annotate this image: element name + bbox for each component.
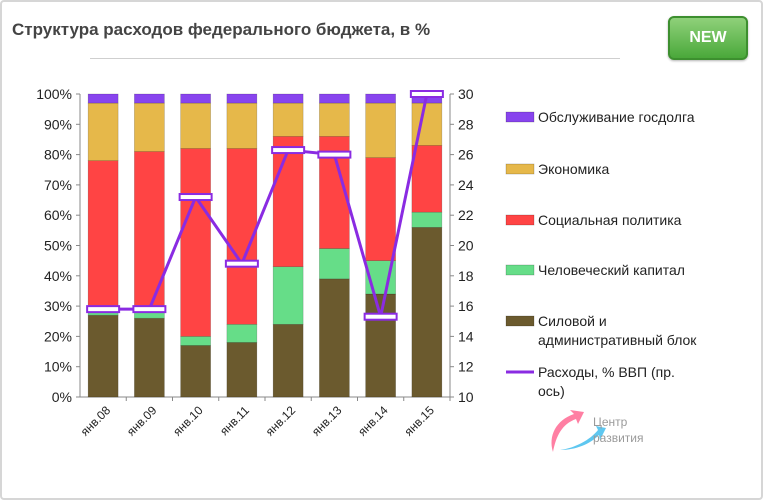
bar-segment: [87, 102, 119, 161]
line-marker: [178, 193, 213, 202]
bar-segment: [319, 102, 350, 137]
x-tick-label: янв.13: [309, 403, 345, 439]
y2-tick-label: 16: [458, 298, 474, 314]
x-tick-label: янв.08: [78, 403, 114, 439]
y-tick-label: 70%: [44, 177, 72, 193]
gdp-line-series: [86, 90, 444, 321]
bar-segment: [134, 93, 165, 104]
y-tick-label: 0%: [52, 389, 72, 405]
y2-tick-label: 10: [458, 389, 474, 405]
bar-segment: [272, 323, 304, 398]
bar-segment: [365, 93, 396, 104]
x-tick-label: янв.11: [217, 403, 252, 438]
bar-segment: [411, 211, 443, 228]
bar-segment: [87, 314, 119, 398]
chart-title: Структура расходов федерального бюджета,…: [12, 20, 431, 39]
legend-label: Силовой и: [538, 313, 607, 329]
legend-label: Расходы, % ВВП (пр.: [538, 364, 675, 380]
watermark-text: Центр: [593, 415, 628, 429]
line-marker: [317, 150, 352, 159]
bar-segment: [272, 102, 304, 137]
y2-tick-label: 24: [458, 177, 474, 193]
bar-segment: [365, 102, 396, 158]
x-tick-label: янв.12: [263, 403, 299, 439]
y-tick-label: 30%: [44, 298, 72, 314]
y-tick-label: 40%: [44, 268, 72, 284]
line-marker: [224, 259, 259, 268]
legend-swatch: [505, 214, 535, 226]
y2-tick-label: 28: [458, 116, 474, 132]
y2-tick-label: 12: [458, 359, 474, 375]
bar-segment: [319, 278, 350, 398]
logo-arrow-pink: [551, 410, 584, 452]
bar-segment: [226, 93, 258, 104]
bar-segment: [319, 93, 350, 104]
bar-segment: [87, 93, 119, 104]
bar-segment: [411, 145, 443, 213]
y2-tick-label: 20: [458, 238, 474, 254]
bar-segment: [272, 136, 304, 268]
y-tick-label: 20%: [44, 328, 72, 344]
bar-segment: [180, 345, 211, 398]
bar-segment: [226, 323, 258, 343]
y2-tick-label: 14: [458, 328, 474, 344]
legend-swatch: [505, 163, 535, 175]
legend-label: Экономика: [538, 161, 610, 177]
watermark-logo: Центр развития: [551, 410, 644, 452]
y-tick-label: 60%: [44, 207, 72, 223]
line-marker: [363, 312, 398, 321]
x-tick-label: янв.15: [402, 403, 438, 439]
y-tick-label: 10%: [44, 359, 72, 375]
legend-label: Обслуживание госдолга: [538, 109, 695, 125]
x-tick-label: янв.09: [124, 403, 160, 439]
bar-segment: [180, 148, 211, 337]
bar-segment: [134, 151, 165, 307]
line-marker: [132, 305, 167, 314]
bar-series: [87, 93, 443, 398]
line-marker: [86, 305, 121, 314]
bar-segment: [319, 248, 350, 280]
legend-swatch: [505, 315, 535, 327]
bar-segment: [411, 227, 443, 398]
gdp-line: [103, 93, 429, 318]
y-tick-label: 90%: [44, 116, 72, 132]
line-marker: [409, 90, 444, 98]
bar-segment: [365, 157, 396, 261]
bar-segment: [226, 102, 258, 149]
legend-label: административный блок: [538, 332, 697, 348]
y-tick-label: 100%: [36, 86, 72, 102]
legend-label: ось): [538, 383, 565, 399]
legend-swatch: [505, 111, 535, 123]
legend-swatch: [505, 264, 535, 276]
y2-tick-label: 30: [458, 86, 474, 102]
y2-tick-label: 18: [458, 268, 474, 284]
watermark-text: развития: [593, 431, 644, 445]
bar-segment: [134, 317, 165, 398]
bar-segment: [180, 93, 211, 104]
bar-segment: [180, 102, 211, 149]
y-tick-label: 50%: [44, 238, 72, 254]
bar-segment: [134, 102, 165, 152]
logo-arrow-blue: [560, 426, 606, 450]
x-tick-label: янв.10: [170, 403, 206, 439]
bar-segment: [272, 266, 304, 325]
bar-segment: [226, 342, 258, 398]
y2-tick-label: 22: [458, 207, 474, 223]
bar-segment: [87, 160, 119, 307]
y2-tick-label: 26: [458, 147, 474, 163]
new-badge: NEW: [668, 16, 748, 60]
bar-segment: [180, 336, 211, 346]
chart-legend: Обслуживание госдолга Экономика Социальная…: [505, 109, 697, 399]
x-tick-label: янв.14: [355, 403, 391, 439]
legend-label: Человеческий капитал: [538, 262, 685, 278]
bar-segment: [272, 93, 304, 104]
line-marker: [271, 146, 306, 155]
title-divider: [90, 58, 620, 59]
legend-label: Социальная политика: [538, 212, 682, 228]
y-tick-label: 80%: [44, 147, 72, 163]
